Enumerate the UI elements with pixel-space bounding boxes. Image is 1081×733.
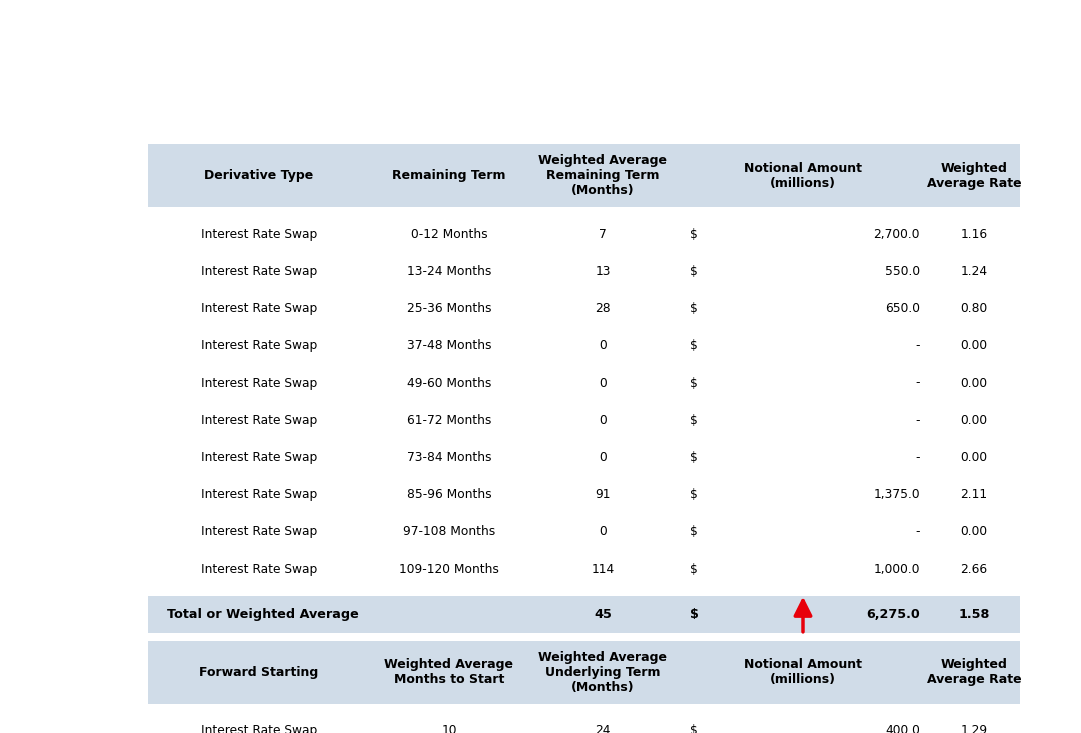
- Text: 1,375.0: 1,375.0: [873, 488, 920, 501]
- Text: Derivative Type: Derivative Type: [204, 169, 313, 183]
- Text: Weighted Average
Underlying Term
(Months): Weighted Average Underlying Term (Months…: [538, 651, 667, 694]
- Text: Interest Rate Swap: Interest Rate Swap: [201, 339, 317, 353]
- Text: Interest Rate Swap: Interest Rate Swap: [201, 377, 317, 389]
- Text: Weighted Average
Remaining Term
(Months): Weighted Average Remaining Term (Months): [538, 154, 667, 197]
- Text: Remaining Term: Remaining Term: [392, 169, 506, 183]
- Text: $: $: [690, 339, 697, 353]
- Text: $: $: [690, 724, 697, 733]
- Text: $: $: [690, 227, 697, 240]
- Text: 0: 0: [599, 377, 606, 389]
- Text: 0.00: 0.00: [960, 451, 988, 464]
- Bar: [148, 641, 1020, 704]
- Text: 37-48 Months: 37-48 Months: [406, 339, 491, 353]
- Text: 1.29: 1.29: [960, 724, 988, 733]
- Text: Interest Rate Swap: Interest Rate Swap: [201, 488, 317, 501]
- Text: 650.0: 650.0: [885, 302, 920, 315]
- Text: 13: 13: [596, 265, 611, 278]
- Text: 73-84 Months: 73-84 Months: [406, 451, 491, 464]
- Text: 7: 7: [599, 227, 606, 240]
- Text: Notional Amount
(millions): Notional Amount (millions): [744, 162, 862, 190]
- Text: 25-36 Months: 25-36 Months: [406, 302, 491, 315]
- Text: Forward Starting: Forward Starting: [199, 666, 319, 679]
- Text: 1,000.0: 1,000.0: [873, 563, 920, 575]
- Text: $: $: [690, 265, 697, 278]
- Text: 114: 114: [591, 563, 615, 575]
- Text: $: $: [690, 488, 697, 501]
- Text: 13-24 Months: 13-24 Months: [406, 265, 491, 278]
- Text: Interest Rate Swap: Interest Rate Swap: [201, 526, 317, 539]
- Text: 45: 45: [595, 608, 612, 621]
- Text: Interest Rate Swap: Interest Rate Swap: [201, 413, 317, 427]
- Text: Weighted
Average Rate: Weighted Average Rate: [926, 162, 1022, 190]
- Text: $: $: [690, 377, 697, 389]
- Text: 400.0: 400.0: [885, 724, 920, 733]
- Text: 24: 24: [596, 724, 611, 733]
- Text: 1.16: 1.16: [960, 227, 988, 240]
- Text: 97-108 Months: 97-108 Months: [403, 526, 495, 539]
- Text: 1.24: 1.24: [960, 265, 988, 278]
- Text: Total or Weighted Average: Total or Weighted Average: [168, 608, 359, 621]
- Text: 0.00: 0.00: [960, 377, 988, 389]
- Text: Interest Rate Swap: Interest Rate Swap: [201, 563, 317, 575]
- Text: 0: 0: [599, 526, 606, 539]
- Bar: [148, 596, 1020, 633]
- Text: 109-120 Months: 109-120 Months: [399, 563, 499, 575]
- Text: 2.66: 2.66: [960, 563, 988, 575]
- Text: -: -: [916, 451, 920, 464]
- Text: Interest Rate Swap: Interest Rate Swap: [201, 227, 317, 240]
- Text: 2,700.0: 2,700.0: [873, 227, 920, 240]
- Text: 0.80: 0.80: [960, 302, 988, 315]
- Text: $: $: [690, 563, 697, 575]
- Text: -: -: [916, 526, 920, 539]
- Text: Interest Rate Swap: Interest Rate Swap: [201, 451, 317, 464]
- Text: Interest Rate Swap: Interest Rate Swap: [201, 265, 317, 278]
- Text: 550.0: 550.0: [885, 265, 920, 278]
- Text: 0.00: 0.00: [960, 339, 988, 353]
- Text: 0: 0: [599, 451, 606, 464]
- Text: 6,275.0: 6,275.0: [866, 608, 920, 621]
- Text: -: -: [916, 377, 920, 389]
- Text: 61-72 Months: 61-72 Months: [406, 413, 491, 427]
- Text: 0.00: 0.00: [960, 413, 988, 427]
- Text: 1.58: 1.58: [959, 608, 990, 621]
- Text: 0.00: 0.00: [960, 526, 988, 539]
- Text: $: $: [690, 302, 697, 315]
- Text: Interest Rate Swap: Interest Rate Swap: [201, 724, 317, 733]
- Text: 0: 0: [599, 413, 606, 427]
- Text: 49-60 Months: 49-60 Months: [406, 377, 491, 389]
- Text: -: -: [916, 339, 920, 353]
- Text: 2.11: 2.11: [960, 488, 988, 501]
- Text: $: $: [690, 526, 697, 539]
- Text: $: $: [690, 608, 699, 621]
- Text: 28: 28: [596, 302, 611, 315]
- Text: 91: 91: [596, 488, 611, 501]
- Text: Notional Amount
(millions): Notional Amount (millions): [744, 658, 862, 687]
- Text: Interest Rate Swap: Interest Rate Swap: [201, 302, 317, 315]
- Text: 0: 0: [599, 339, 606, 353]
- Text: 10: 10: [441, 724, 457, 733]
- Text: $: $: [690, 451, 697, 464]
- Text: 0-12 Months: 0-12 Months: [411, 227, 488, 240]
- Text: Weighted
Average Rate: Weighted Average Rate: [926, 658, 1022, 687]
- Text: -: -: [916, 413, 920, 427]
- Text: $: $: [690, 413, 697, 427]
- Text: ARMOUR Hedge Portfolio: ARMOUR Hedge Portfolio: [14, 18, 468, 50]
- Text: 85-96 Months: 85-96 Months: [406, 488, 491, 501]
- Bar: [148, 144, 1020, 207]
- Text: Weighted Average
Months to Start: Weighted Average Months to Start: [385, 658, 513, 687]
